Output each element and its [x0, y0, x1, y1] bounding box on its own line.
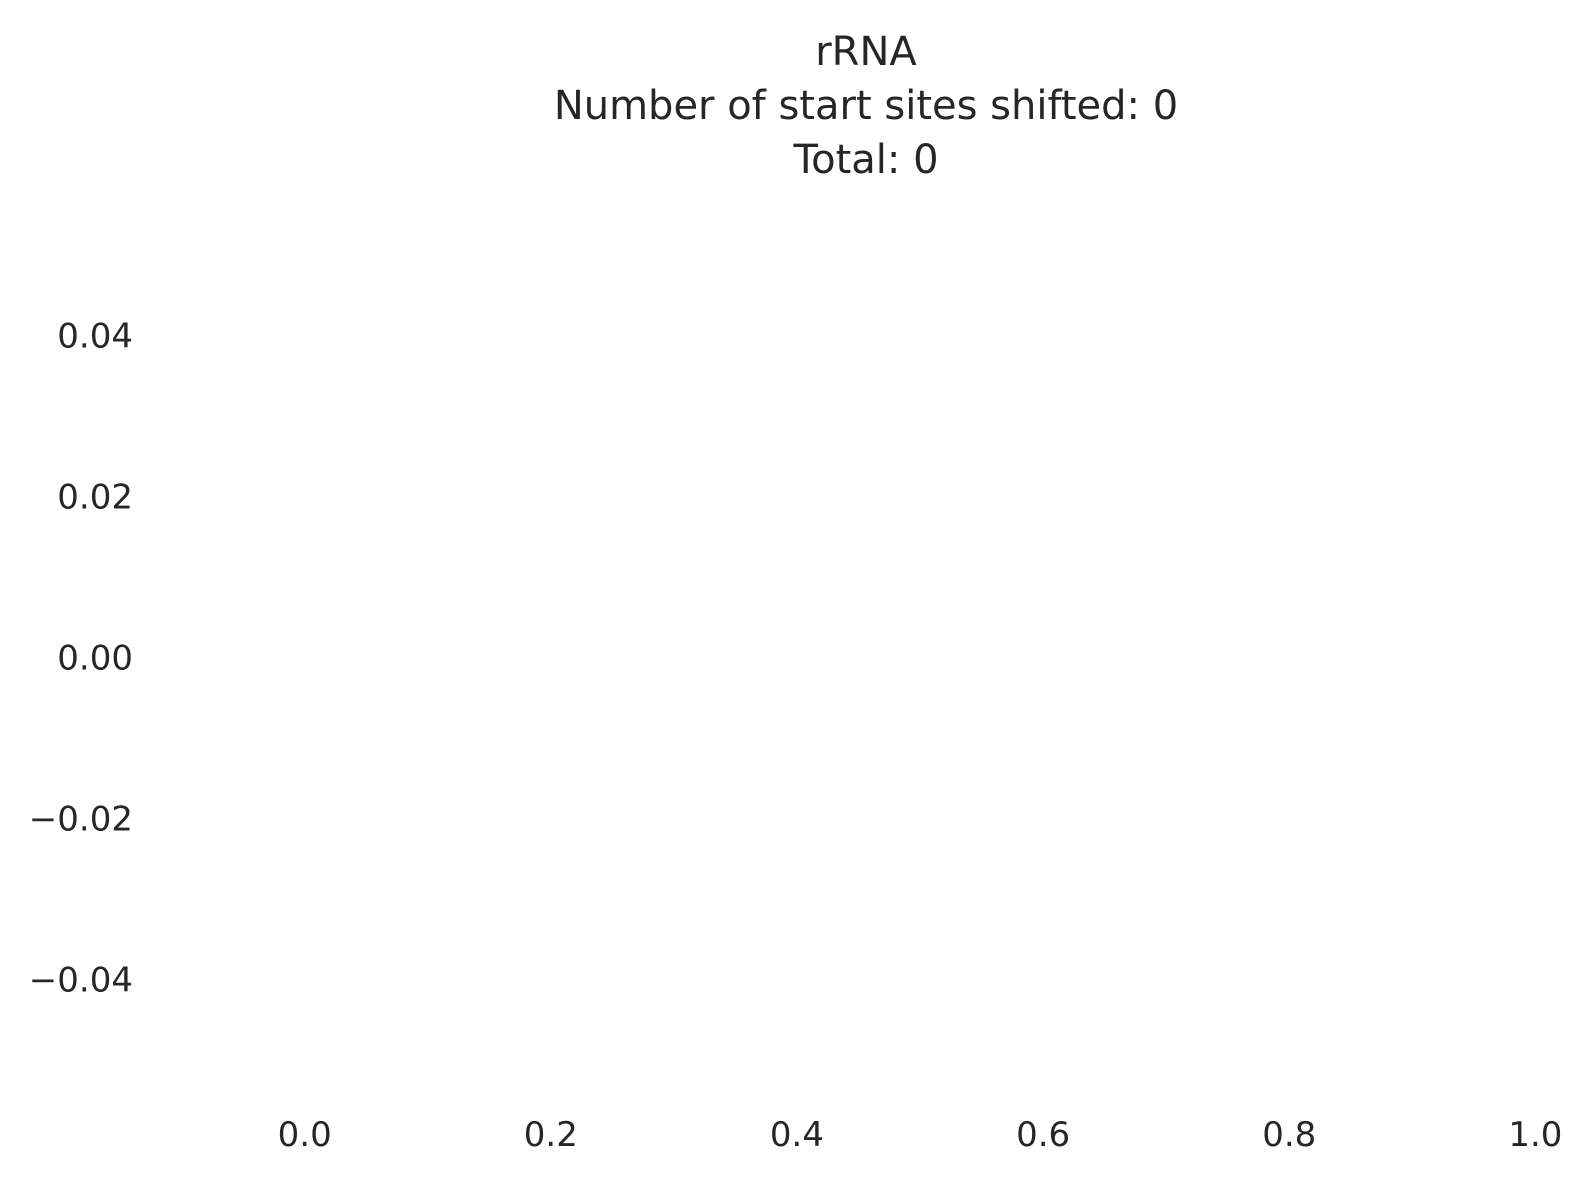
y-tick-label: 0.04 [57, 317, 133, 357]
y-tick-label: 0.00 [57, 639, 133, 679]
x-tick-label: 0.4 [770, 1115, 824, 1155]
y-tick-label: −0.04 [29, 960, 133, 1000]
title-line-1: rRNA [815, 29, 917, 75]
y-tick-label: 0.02 [57, 478, 133, 518]
y-axis-tick-labels: 0.04 0.02 0.00 −0.02 −0.04 [29, 317, 133, 1001]
chart-title: rRNA Number of start sites shifted: 0 To… [554, 29, 1178, 183]
x-tick-label: 1.0 [1508, 1115, 1562, 1155]
y-tick-label: −0.02 [29, 799, 133, 839]
x-tick-label: 0.8 [1262, 1115, 1316, 1155]
x-tick-label: 0.2 [524, 1115, 578, 1155]
x-tick-label: 0.0 [278, 1115, 332, 1155]
x-axis-tick-labels: 0.0 0.2 0.4 0.6 0.8 1.0 [278, 1115, 1563, 1155]
title-line-2: Number of start sites shifted: 0 [554, 83, 1178, 129]
title-line-3: Total: 0 [792, 137, 938, 183]
x-tick-label: 0.6 [1016, 1115, 1070, 1155]
